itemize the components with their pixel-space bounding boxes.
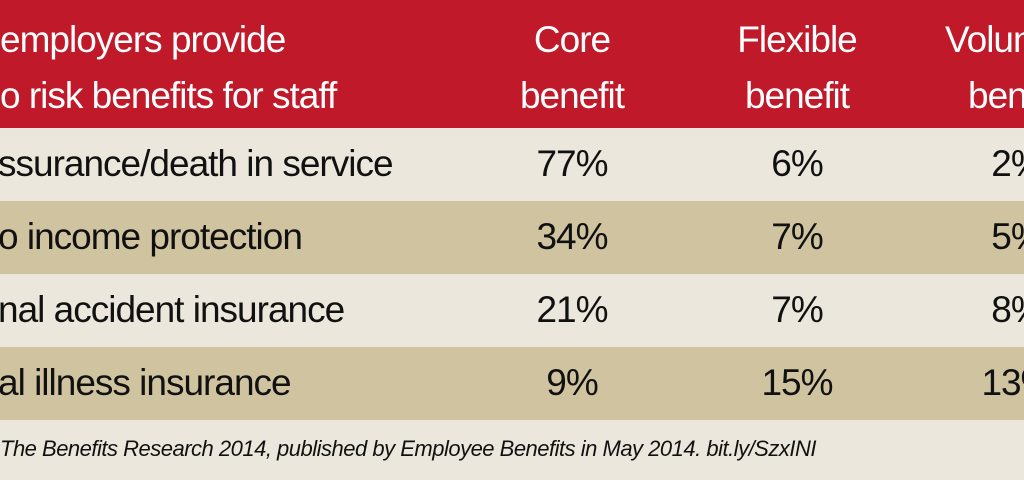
table-cell-value: 77% [536, 143, 608, 184]
column-header-core: Core benefit [519, 12, 625, 124]
table-row: al illness insurance 9% 15% 13% [0, 347, 1024, 420]
table-cell-value: 7% [771, 216, 823, 257]
table-cell-value: 5% [991, 216, 1024, 257]
source-text: The Benefits Research 2014, published by… [0, 436, 816, 461]
table-row: o income protection 34% 7% 5% [0, 201, 1024, 274]
source-footer: The Benefits Research 2014, published by… [0, 420, 1024, 480]
title-line-2: o risk benefits for staff [0, 75, 337, 116]
row-label: o income protection [0, 216, 303, 257]
column-header-voluntary: Volun ben [945, 12, 1024, 124]
table-cell-value: 13% [981, 362, 1024, 403]
row-label: nal accident insurance [0, 289, 345, 330]
row-label: ssurance/death in service [0, 143, 394, 184]
table-cell-value: 7% [771, 289, 823, 330]
table-cell-value: 34% [536, 216, 608, 257]
table-title: employers provide o risk benefits for st… [0, 12, 337, 124]
column-header-flexible: Flexible benefit [737, 12, 857, 124]
title-line-1: employers provide [0, 19, 286, 60]
col-flex-line2: benefit [744, 75, 850, 116]
table-row: ssurance/death in service 77% 6% 2% [0, 128, 1024, 201]
col-flex-line1: Flexible [737, 19, 857, 60]
table-cell-value: 21% [536, 289, 608, 330]
table-cell-value: 15% [761, 362, 833, 403]
col-core-line1: Core [533, 19, 611, 60]
col-vol-line1: Volun [945, 19, 1024, 60]
row-label: al illness insurance [0, 362, 292, 403]
table-cell-value: 6% [771, 143, 823, 184]
col-core-line2: benefit [519, 75, 625, 116]
col-vol-line2: ben [968, 75, 1024, 116]
table-header: employers provide o risk benefits for st… [0, 0, 1024, 128]
table-cell-value: 9% [546, 362, 598, 403]
table-row: nal accident insurance 21% 7% 8% [0, 274, 1024, 347]
table-cell-value: 8% [991, 289, 1024, 330]
table-cell-value: 2% [991, 143, 1024, 184]
